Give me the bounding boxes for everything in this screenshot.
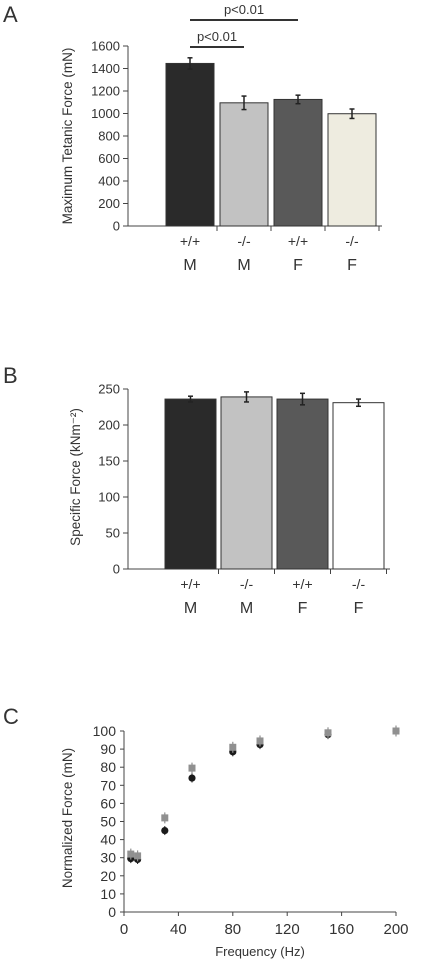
panel-b-label: B <box>3 363 18 388</box>
y-tick-label: 0 <box>108 904 116 920</box>
significance-label: p<0.01 <box>197 29 237 44</box>
category-label-genotype: -/- <box>237 233 251 249</box>
y-tick-label: 250 <box>98 382 120 397</box>
category-label-sex: F <box>293 257 303 274</box>
y-tick-label: 0 <box>113 562 120 577</box>
x-tick-label: 0 <box>120 921 128 938</box>
category-label-sex: M <box>184 600 197 617</box>
x-tick-label: 200 <box>383 921 408 938</box>
y-tick-label: 70 <box>100 777 116 793</box>
panel-b: B 0 50 100 150 200 250 +/+ M -/- M +/+ F -/- F Specif… <box>3 363 390 617</box>
bar <box>165 62 215 227</box>
panel-a: A 0 200 400 600 800 1000 1200 1400 1600 +/+ M -/- M +… <box>3 2 382 274</box>
panel-b-ylabel: Specific Force (kNm⁻²) <box>68 408 83 546</box>
y-tick-label: 30 <box>100 850 116 866</box>
category-label-sex: M <box>237 257 250 274</box>
bar <box>164 398 217 570</box>
y-tick-label: 200 <box>98 196 120 211</box>
category-label-sex: M <box>240 600 253 617</box>
category-label-genotype: -/- <box>240 576 254 592</box>
y-tick-label: 10 <box>100 886 116 902</box>
category-label-sex: M <box>183 257 196 274</box>
y-tick-label: 20 <box>100 868 116 884</box>
y-tick-label: 1000 <box>91 106 120 121</box>
y-tick-label: 1400 <box>91 61 120 76</box>
x-tick-label: 80 <box>224 921 241 938</box>
y-tick-label: 1600 <box>91 39 120 54</box>
bar <box>273 98 323 227</box>
panel-a-ylabel: Maximum Tetanic Force (mN) <box>60 48 75 225</box>
panel-c: C 0 10 20 30 40 50 60 70 80 90 100 0 40 80 120 160 200 N… <box>3 704 409 959</box>
y-tick-label: 150 <box>98 454 120 469</box>
x-tick-label: 120 <box>275 921 300 938</box>
y-tick-label: 80 <box>100 759 116 775</box>
y-tick-label: 50 <box>106 526 120 541</box>
y-tick-label: 100 <box>93 723 117 739</box>
bar <box>276 398 329 570</box>
category-label-genotype: +/+ <box>180 576 200 592</box>
y-tick-label: 40 <box>100 832 116 848</box>
category-label-genotype: -/- <box>352 576 366 592</box>
y-tick-label: 1200 <box>91 84 120 99</box>
category-label-sex: F <box>298 600 308 617</box>
category-label-sex: F <box>354 600 364 617</box>
y-tick-label: 0 <box>113 219 120 234</box>
panel-c-ylabel: Normalized Force (mN) <box>60 748 75 888</box>
panel-c-xlabel: Frequency (Hz) <box>215 944 305 959</box>
panel-b-plot: 0 50 100 150 200 250 +/+ M -/- M +/+ F -/- F <box>98 382 390 617</box>
category-label-sex: F <box>347 257 357 274</box>
category-label-genotype: -/- <box>345 233 359 249</box>
y-tick-label: 50 <box>100 814 116 830</box>
category-label-genotype: +/+ <box>288 233 308 249</box>
y-tick-label: 90 <box>100 741 116 757</box>
significance-label: p<0.01 <box>224 2 264 17</box>
panel-a-plot: 0 200 400 600 800 1000 1200 1400 1600 +/+ M -/- M +/+… <box>91 2 382 274</box>
bar <box>327 113 377 227</box>
panel-c-plot: 0 10 20 30 40 50 60 70 80 90 100 0 40 80 120 160 200 <box>93 723 409 938</box>
panel-c-label: C <box>3 704 19 729</box>
category-label-genotype: +/+ <box>180 233 200 249</box>
x-tick-label: 160 <box>329 921 354 938</box>
y-tick-label: 60 <box>100 795 116 811</box>
bar <box>219 102 269 227</box>
y-tick-label: 200 <box>98 418 120 433</box>
y-tick-label: 800 <box>98 129 120 144</box>
category-label-genotype: +/+ <box>292 576 312 592</box>
x-tick-label: 40 <box>170 921 187 938</box>
panel-a-label: A <box>3 2 18 27</box>
y-tick-label: 100 <box>98 490 120 505</box>
bar <box>220 396 273 570</box>
y-tick-label: 400 <box>98 174 120 189</box>
y-tick-label: 600 <box>98 151 120 166</box>
bar <box>332 402 385 570</box>
